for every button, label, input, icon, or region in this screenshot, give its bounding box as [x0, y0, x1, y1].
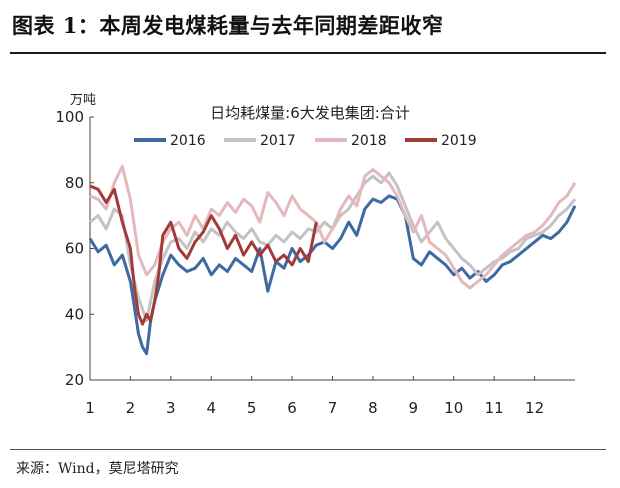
line-chart: 204060801001 2 3 4 5 6 7 8 9 10 11 12 日均耗煤量:6大发电集团:…: [0, 0, 620, 488]
y-tick-label: 80: [65, 174, 84, 192]
y-axis-unit: 万吨: [70, 93, 96, 108]
legend-label: 2019: [441, 133, 477, 149]
series-line-2019: [90, 186, 316, 324]
x-tick-label: 1: [85, 399, 95, 417]
x-tick-label: 7: [328, 399, 338, 417]
x-tick-label: 6: [287, 399, 297, 417]
legend: 2016 2017 2018 2019: [134, 133, 477, 149]
y-tick-label: 60: [65, 240, 84, 258]
x-tick-label: 9: [409, 399, 419, 417]
x-tick-label: 3: [166, 399, 176, 417]
x-tick-label: 2: [126, 399, 136, 417]
legend-label: 2018: [351, 133, 387, 149]
legend-label: 2017: [260, 133, 296, 149]
legend-label: 2016: [170, 133, 206, 149]
y-tick-label: 40: [65, 305, 84, 323]
y-tick-label: 100: [55, 108, 84, 126]
series-layer: [90, 166, 575, 353]
source-note: 来源：Wind，莫尼塔研究: [16, 458, 179, 478]
y-tick-label: 20: [65, 371, 84, 389]
x-tick-label: 11: [485, 399, 504, 417]
chart-title: 日均耗煤量:6大发电集团:合计: [210, 104, 410, 122]
x-tick-label: 8: [368, 399, 378, 417]
x-tick-label: 10: [444, 399, 463, 417]
x-tick-label: 12: [525, 399, 544, 417]
x-tick-label: 5: [247, 399, 257, 417]
series-line-2016: [90, 196, 575, 354]
x-tick-label: 4: [206, 399, 216, 417]
series-line-2018: [90, 166, 575, 288]
source-rule: [10, 449, 606, 450]
